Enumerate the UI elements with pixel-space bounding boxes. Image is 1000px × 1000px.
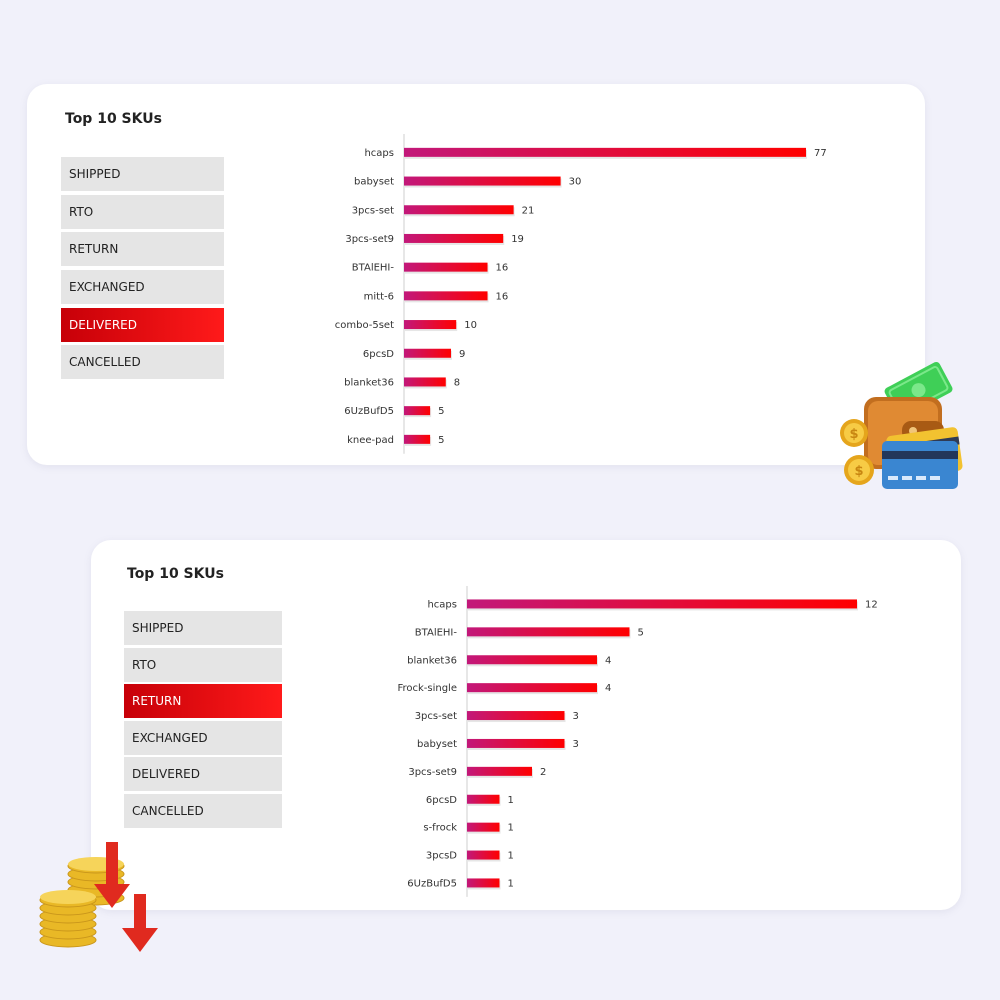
category-label: mitt-6 xyxy=(364,291,394,302)
value-label: 21 xyxy=(522,205,535,216)
bar xyxy=(404,406,431,416)
bar xyxy=(467,738,565,748)
bar xyxy=(467,794,500,804)
filter-exchanged-button[interactable]: EXCHANGED xyxy=(61,270,224,305)
value-label: 5 xyxy=(438,406,444,417)
filter-delivered-button[interactable]: DELIVERED xyxy=(61,307,224,342)
category-label: blanket36 xyxy=(344,377,394,388)
bar xyxy=(467,878,500,888)
value-label: 30 xyxy=(569,177,582,188)
category-label: BTAlEHI- xyxy=(352,263,395,274)
filter-cancelled-button[interactable]: CANCELLED xyxy=(124,793,282,828)
category-label: s-frock xyxy=(423,823,457,834)
card-title: Top 10 SKUs xyxy=(127,566,224,582)
bar xyxy=(467,599,857,609)
value-label: 2 xyxy=(540,767,546,778)
category-label: blanket36 xyxy=(407,655,457,666)
category-label: 3pcs-set9 xyxy=(345,234,394,245)
value-label: 1 xyxy=(508,851,514,862)
status-filter-list: SHIPPED RTO RETURN EXCHANGED DELIVERED C… xyxy=(61,157,224,383)
bar xyxy=(467,850,500,860)
category-label: babyset xyxy=(417,739,457,750)
category-label: BTAlEHI- xyxy=(415,627,458,638)
filter-rto-button[interactable]: RTO xyxy=(124,647,282,682)
bar xyxy=(467,655,597,665)
bar xyxy=(404,434,431,444)
value-label: 1 xyxy=(508,823,514,834)
filter-shipped-button[interactable]: SHIPPED xyxy=(124,611,282,645)
filter-shipped-button[interactable]: SHIPPED xyxy=(61,157,224,191)
bar xyxy=(404,348,451,358)
category-label: Frock-single xyxy=(397,683,457,694)
category-label: hcaps xyxy=(364,148,394,159)
category-label: 3pcsD xyxy=(426,851,457,862)
value-label: 9 xyxy=(459,349,465,360)
value-label: 5 xyxy=(638,627,644,638)
svg-text:$: $ xyxy=(854,464,863,479)
value-label: 3 xyxy=(573,711,579,722)
value-label: 5 xyxy=(438,435,444,446)
bar xyxy=(467,711,565,721)
filter-return-button[interactable]: RETURN xyxy=(61,232,224,267)
bar xyxy=(404,377,446,387)
category-label: hcaps xyxy=(427,599,457,610)
bar xyxy=(404,205,514,215)
value-label: 77 xyxy=(814,148,827,159)
value-label: 4 xyxy=(605,683,611,694)
value-label: 16 xyxy=(496,291,509,302)
bar xyxy=(467,627,630,637)
bar xyxy=(467,822,500,832)
category-label: 6pcsD xyxy=(426,795,457,806)
sku-bar-chart-delivered: hcaps 77 babyset 30 3pcs-set 21 3pcs-set9 19 BTA… xyxy=(335,134,827,454)
bar xyxy=(404,291,488,301)
value-label: 1 xyxy=(508,795,514,806)
card-title: Top 10 SKUs xyxy=(65,111,162,127)
sku-card-return: Top 10 SKUs SHIPPED RTO RETURN EXCHANGED… xyxy=(91,540,961,910)
category-label: 6pcsD xyxy=(363,349,394,360)
sku-card-delivered: Top 10 SKUs SHIPPED RTO RETURN EXCHANGED… xyxy=(27,84,925,465)
bar xyxy=(404,176,561,186)
category-label: combo-5set xyxy=(335,320,394,331)
bar xyxy=(404,320,457,330)
value-label: 3 xyxy=(573,739,579,750)
wallet-cards-icon: $ $ xyxy=(840,361,963,489)
category-label: 6UzBufD5 xyxy=(344,406,394,417)
value-label: 19 xyxy=(511,234,524,245)
category-label: 3pcs-set9 xyxy=(408,767,457,778)
category-label: 6UzBufD5 xyxy=(407,878,457,889)
status-filter-list: SHIPPED RTO RETURN EXCHANGED DELIVERED C… xyxy=(124,611,282,831)
svg-text:$: $ xyxy=(849,427,858,442)
filter-delivered-button[interactable]: DELIVERED xyxy=(124,757,282,792)
bar xyxy=(404,147,806,157)
value-label: 1 xyxy=(508,878,514,889)
category-label: babyset xyxy=(354,177,394,188)
filter-cancelled-button[interactable]: CANCELLED xyxy=(61,345,224,380)
category-label: 3pcs-set xyxy=(415,711,457,722)
filter-exchanged-button[interactable]: EXCHANGED xyxy=(124,720,282,755)
filter-rto-button[interactable]: RTO xyxy=(61,194,224,229)
value-label: 12 xyxy=(865,599,878,610)
bar xyxy=(467,766,532,776)
falling-coins-icon xyxy=(39,842,158,952)
bar xyxy=(467,683,597,693)
value-label: 10 xyxy=(464,320,477,331)
value-label: 16 xyxy=(496,263,509,274)
value-label: 4 xyxy=(605,655,611,666)
category-label: knee-pad xyxy=(347,435,394,446)
bar xyxy=(404,262,488,272)
category-label: 3pcs-set xyxy=(352,205,394,216)
bar xyxy=(404,233,504,243)
value-label: 8 xyxy=(454,377,460,388)
filter-return-button[interactable]: RETURN xyxy=(124,684,282,719)
